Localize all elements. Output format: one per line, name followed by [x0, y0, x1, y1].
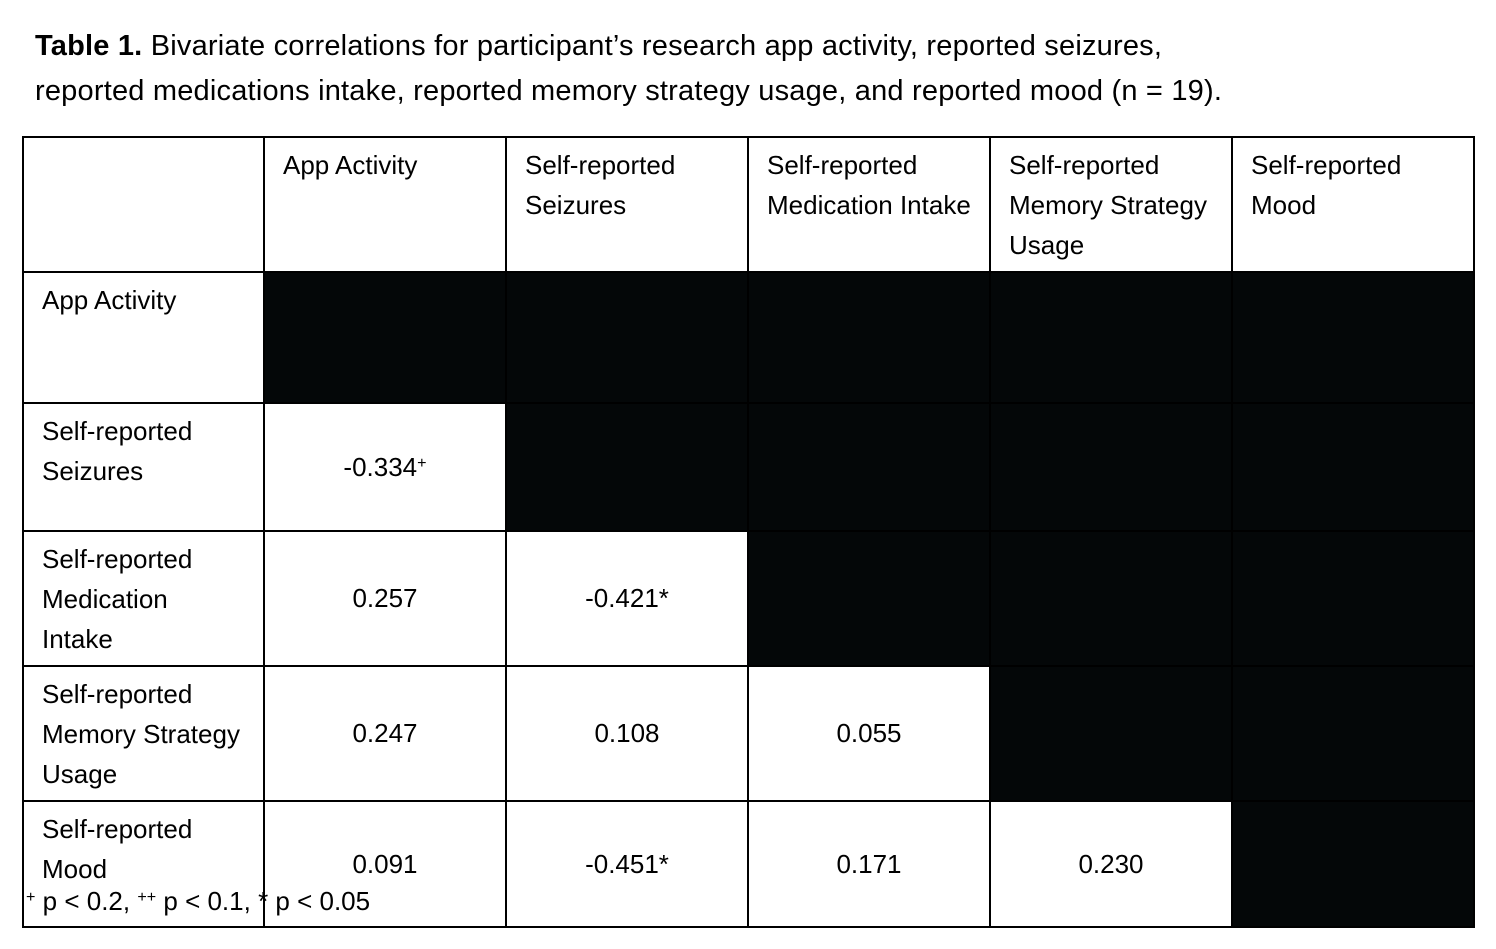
blackout-cell — [747, 402, 991, 532]
row-label-memory: Self-reported Memory Strategy Usage — [22, 665, 265, 802]
caption-line-2: reported medications intake, reported me… — [35, 69, 1465, 114]
blackout-cell — [989, 271, 1233, 404]
header-cell-empty — [22, 136, 265, 273]
corr-memory-seizures: 0.108 — [505, 665, 749, 802]
blackout-cell — [1231, 402, 1475, 532]
table-row-medication: Self-reported Medication Intake 0.257 -0… — [22, 530, 1475, 667]
blackout-cell — [989, 665, 1233, 802]
row-label-seizures: Self-reported Seizures — [22, 402, 265, 532]
corr-mood-seizures: -0.451* — [505, 800, 749, 928]
corr-medication-seizures: -0.421* — [505, 530, 749, 667]
caption-table-number: Table 1. — [35, 30, 143, 62]
corr-value: 0.171 — [836, 848, 902, 879]
blackout-cell — [747, 271, 991, 404]
corr-value: 0.247 — [352, 718, 418, 748]
header-cell-seizures: Self-reported Seizures — [505, 136, 749, 273]
corr-value: -0.421* — [585, 583, 669, 613]
corr-value: 0.230 — [1078, 848, 1144, 879]
corr-value: 0.055 — [836, 718, 902, 748]
corr-memory-appactivity: 0.247 — [263, 665, 507, 802]
corr-mood-medication: 0.171 — [747, 800, 991, 928]
caption-line-1: Table 1. Bivariate correlations for part… — [35, 24, 1465, 69]
blackout-cell — [989, 402, 1233, 532]
double-plus-flag: ++ — [137, 888, 157, 907]
corr-medication-appactivity: 0.257 — [263, 530, 507, 667]
table-row-mood: Self-reported Mood 0.091 -0.451* 0.171 0… — [22, 800, 1475, 928]
table-row-seizures: Self-reported Seizures -0.334+ — [22, 402, 1475, 532]
corr-value: 0.108 — [594, 718, 660, 748]
footnote-text-2: p < 0.1, — [156, 886, 259, 916]
table-caption: Table 1. Bivariate correlations for part… — [35, 24, 1465, 114]
header-cell-mood: Self-reported Mood — [1231, 136, 1475, 273]
header-cell-memory: Self-reported Memory Strategy Usage — [989, 136, 1233, 273]
row-label-mood: Self-reported Mood — [22, 800, 265, 928]
correlation-table: App Activity Self-reported Seizures Self… — [22, 136, 1475, 928]
caption-text-2: reported medications intake, reported me… — [35, 75, 1223, 107]
corr-mood-appactivity: 0.091 — [263, 800, 507, 928]
blackout-cell — [1231, 665, 1475, 802]
blackout-cell — [505, 402, 749, 532]
significance-footnote: + p < 0.2, ++ p < 0.1, * p < 0.05 — [26, 882, 370, 920]
table-row-app-activity: App Activity — [22, 271, 1475, 404]
corr-seizures-appactivity: -0.334+ — [263, 402, 507, 532]
blackout-cell — [747, 530, 991, 667]
blackout-cell — [505, 271, 749, 404]
corr-value: -0.451* — [585, 848, 669, 879]
header-row: App Activity Self-reported Seizures Self… — [22, 136, 1475, 273]
blackout-cell — [263, 271, 507, 404]
corr-value: 0.091 — [352, 848, 418, 879]
blackout-cell — [989, 530, 1233, 667]
blackout-cell — [1231, 800, 1475, 928]
blackout-cell — [1231, 271, 1475, 404]
footnote-text-1: p < 0.2, — [35, 886, 138, 916]
table-row-memory: Self-reported Memory Strategy Usage 0.24… — [22, 665, 1475, 802]
corr-memory-medication: 0.055 — [747, 665, 991, 802]
header-cell-medication: Self-reported Medication Intake — [747, 136, 991, 273]
significance-flag: + — [417, 453, 427, 472]
blackout-cell — [1231, 530, 1475, 667]
caption-text-1: Bivariate correlations for participant’s… — [142, 30, 1163, 62]
plus-flag: + — [26, 888, 36, 907]
row-label-medication: Self-reported Medication Intake — [22, 530, 265, 667]
footnote-text-3: * p < 0.05 — [258, 886, 371, 916]
corr-value: -0.334 — [343, 451, 418, 482]
row-label-app-activity: App Activity — [22, 271, 265, 404]
header-cell-app-activity: App Activity — [263, 136, 507, 273]
corr-value: 0.257 — [352, 583, 418, 613]
corr-mood-memory: 0.230 — [989, 800, 1233, 928]
